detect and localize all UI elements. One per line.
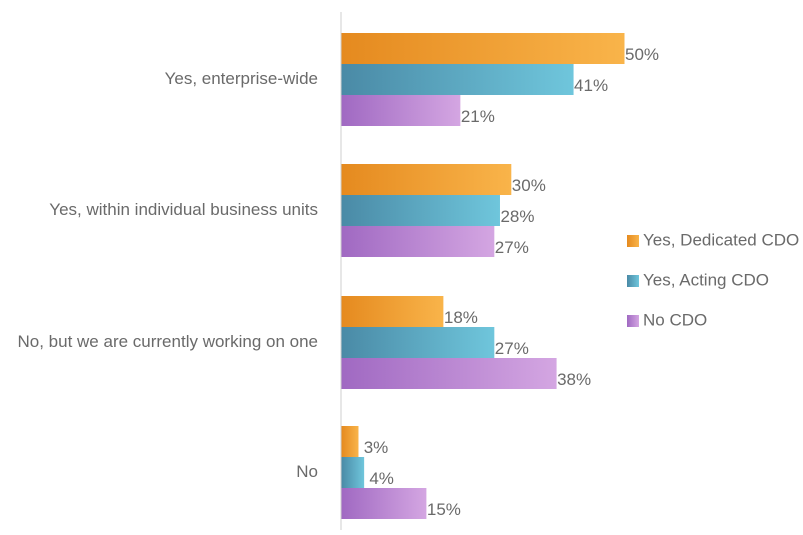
legend-label-yes-acting-cdo: Yes, Acting CDO [643,270,769,289]
legend-label-yes-dedicated-cdo: Yes, Dedicated CDO [643,230,799,249]
category-label-no: No [296,462,318,481]
data-label-yes-dedicated-cdo-no-but-we-are-currently-working-on-one: 18% [444,308,478,327]
bar-yes-dedicated-cdo-yes-within-individual-business-units [341,164,512,195]
category-label-yes-enterprise-wide: Yes, enterprise-wide [165,69,318,88]
legend: Yes, Dedicated CDO Yes, Acting CDO No CDO [627,230,799,329]
data-label-no-cdo-no: 15% [427,500,461,519]
bar-yes-dedicated-cdo-yes-enterprise-wide [341,33,625,64]
data-label-yes-dedicated-cdo-no: 3% [364,438,389,457]
category-label-yes-within-individual-business-units: Yes, within individual business units [49,200,318,219]
bar-yes-acting-cdo-no [341,457,365,488]
data-label-no-cdo-yes-within-individual-business-units: 27% [495,238,529,257]
category-label-no-but-we-are-currently-working-on-one: No, but we are currently working on one [18,332,319,351]
bar-no-cdo-yes-enterprise-wide [341,95,461,126]
data-label-yes-acting-cdo-yes-enterprise-wide: 41% [574,76,608,95]
bar-no-cdo-no-but-we-are-currently-working-on-one [341,358,557,389]
legend-swatch-yes-acting-cdo [627,275,639,287]
legend-swatch-no-cdo [627,315,639,327]
data-label-no-cdo-no-but-we-are-currently-working-on-one: 38% [557,370,591,389]
bar-yes-acting-cdo-yes-within-individual-business-units [341,195,500,226]
data-label-yes-dedicated-cdo-yes-enterprise-wide: 50% [625,45,659,64]
bar-yes-dedicated-cdo-no [341,426,359,457]
value-labels: 50% 41% 21% 30% 28% 27% 18% 27% 38% 3% 4% 15% [364,45,659,519]
bar-no-cdo-no [341,488,427,519]
legend-label-no-cdo: No CDO [643,310,707,329]
bars [341,33,625,519]
bar-yes-acting-cdo-no-but-we-are-currently-working-on-one [341,327,495,358]
bar-no-cdo-yes-within-individual-business-units [341,226,495,257]
data-label-yes-acting-cdo-no-but-we-are-currently-working-on-one: 27% [495,339,529,358]
data-label-yes-acting-cdo-yes-within-individual-business-units: 28% [500,207,534,226]
bar-yes-acting-cdo-yes-enterprise-wide [341,64,574,95]
category-labels: Yes, enterprise-wide Yes, within individu… [18,69,319,481]
bar-yes-dedicated-cdo-no-but-we-are-currently-working-on-one [341,296,444,327]
data-label-yes-dedicated-cdo-yes-within-individual-business-units: 30% [512,176,546,195]
data-label-yes-acting-cdo-no: 4% [369,469,394,488]
legend-swatch-yes-dedicated-cdo [627,235,639,247]
data-label-no-cdo-yes-enterprise-wide: 21% [461,107,495,126]
